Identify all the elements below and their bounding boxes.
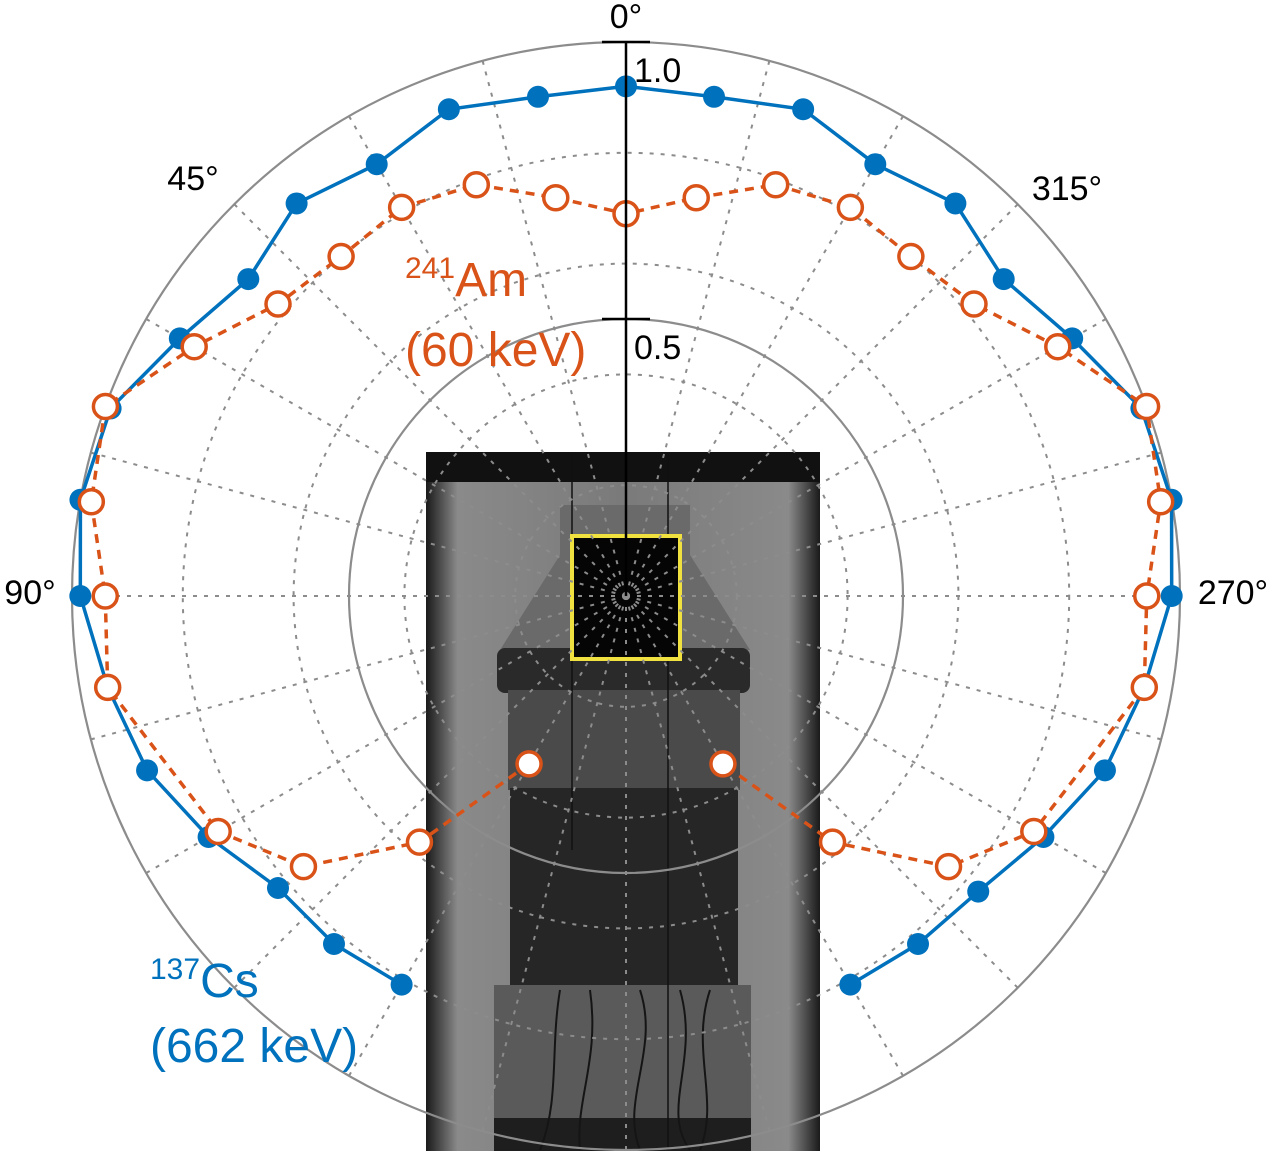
data-point (289, 852, 318, 881)
grid-spoke (145, 595, 627, 874)
data-point (1132, 392, 1161, 421)
data-point (285, 192, 308, 215)
grid-spoke (625, 595, 904, 1077)
radial-axis: 1.0 0.5 (602, 40, 681, 596)
data-point (897, 242, 925, 271)
data-point (1130, 673, 1159, 702)
grid-spoke (625, 60, 771, 597)
angle-tick-label: 45° (167, 160, 218, 198)
angle-tick-label: 0° (610, 0, 643, 36)
data-point (365, 153, 388, 176)
data-point (91, 582, 119, 610)
data-point (91, 392, 120, 421)
data-point (864, 153, 887, 176)
data-point (387, 193, 416, 222)
series-label-name: 137Cs (150, 953, 259, 1008)
data-point (682, 183, 710, 212)
data-point (792, 98, 815, 121)
angle-tick-label: 90° (4, 574, 55, 612)
radial-tick-label: 1.0 (634, 52, 681, 90)
grid-spoke (481, 60, 627, 597)
angle-tick-label: 315° (1032, 170, 1102, 208)
grid-spoke (90, 451, 627, 597)
data-point (204, 817, 232, 846)
series-label-isotope-mass: 241 (405, 252, 455, 285)
series-label-isotope-mass: 137 (150, 953, 200, 986)
grid-spoke (90, 595, 627, 741)
data-point (136, 759, 159, 782)
data-point (526, 85, 549, 108)
series-label-energy: (60 keV) (405, 324, 586, 377)
data-point (69, 585, 92, 607)
data-point (1160, 585, 1183, 607)
grid-spoke (145, 318, 627, 597)
detector-xray-image (426, 452, 820, 1151)
grid-spoke (625, 115, 904, 597)
radial-tick-label: 0.5 (634, 329, 681, 367)
grid-spoke (625, 451, 1162, 597)
data-point (180, 332, 208, 361)
grid-spoke (348, 115, 627, 597)
data-point (934, 852, 963, 881)
data-point (1093, 759, 1116, 782)
angle-tick-label: 270° (1198, 574, 1268, 612)
data-point (405, 828, 434, 856)
grid-spoke (233, 595, 627, 989)
data-point (327, 242, 355, 271)
data-point (992, 268, 1015, 291)
grid-spoke (233, 203, 627, 597)
series-label-name: 241Am (405, 252, 527, 307)
data-point (267, 877, 290, 900)
grid-spoke (625, 595, 1162, 741)
data-point (77, 487, 106, 516)
data-point (322, 932, 345, 955)
data-point (1146, 487, 1175, 516)
data-point (836, 193, 865, 222)
grid-spoke (625, 318, 1107, 597)
data-point (237, 268, 260, 291)
grid-spoke (481, 595, 627, 1132)
data-point (437, 98, 460, 121)
grid-spoke (625, 595, 1019, 989)
data-point (960, 290, 988, 318)
data-point (1044, 332, 1072, 361)
data-point (515, 750, 543, 778)
data-point (462, 170, 491, 199)
data-point (839, 973, 862, 996)
data-point (761, 170, 790, 199)
data-point (967, 880, 990, 903)
labels-layer: 0° 45° 90° 270° 315° 137Cs (662 keV) 241Am (60 k… (4, 0, 1268, 1073)
grid-spoke (625, 203, 1019, 597)
data-point (703, 85, 726, 108)
data-point (542, 183, 570, 212)
series-label-energy: (662 keV) (150, 1020, 358, 1073)
polar-grid (71, 41, 1181, 1151)
data-point (709, 750, 737, 778)
series-label-element: Am (455, 254, 527, 307)
data-point (944, 192, 967, 215)
data-point (390, 973, 413, 996)
data-point (1020, 817, 1048, 846)
grid-spoke (348, 595, 627, 1077)
data-point (818, 828, 847, 856)
data-point (1133, 582, 1161, 610)
series-label-element: Cs (200, 955, 259, 1008)
data-point (907, 932, 930, 955)
grid-spoke (625, 595, 771, 1132)
data-point (93, 673, 122, 702)
grid-spoke (625, 595, 1107, 874)
data-point (264, 290, 292, 318)
